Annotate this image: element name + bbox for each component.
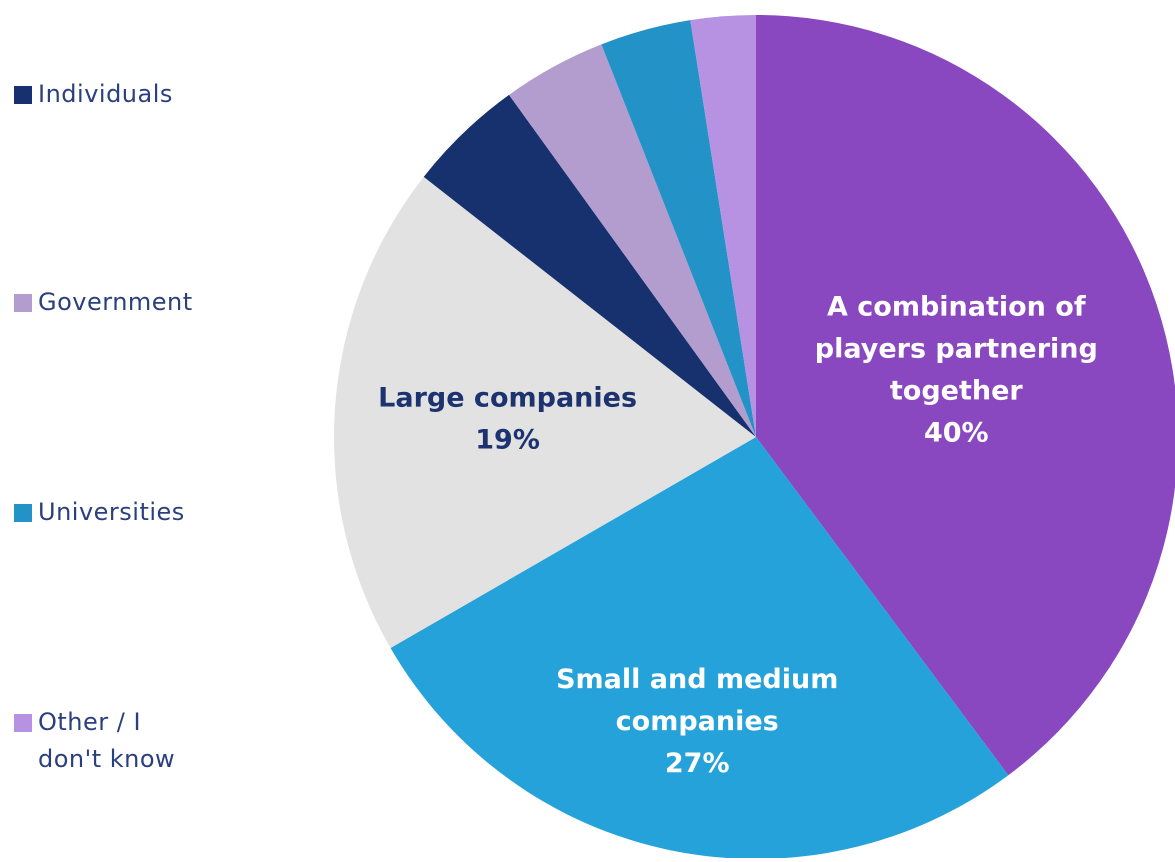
legend-swatch-universities <box>14 504 32 522</box>
legend-item-other: Other / I don't know <box>14 704 175 778</box>
pie-slice-large-companies <box>333 176 756 648</box>
slice-label-line-a-combination-of-players-partnering-together: A combination of <box>827 291 1086 322</box>
slice-label-large-companies: Large companies 19% <box>378 382 637 455</box>
legend-item-individuals: Individuals <box>14 76 173 113</box>
legend-swatch-other <box>14 714 32 732</box>
pie-slices <box>333 14 1175 859</box>
slice-value-small-and-medium-companies: 27% <box>665 748 730 779</box>
legend-label-individuals: Individuals <box>38 80 173 108</box>
slice-label-line-a-combination-of-players-partnering-together: together <box>890 375 1024 406</box>
pie-slice-labels: A combination of players partnering togeth… <box>378 291 1098 779</box>
legend-label-universities: Universities <box>38 498 185 526</box>
legend-swatch-government <box>14 294 32 312</box>
pie-slice-government <box>509 44 756 438</box>
legend-swatch-individuals <box>14 86 32 104</box>
slice-label-line-a-combination-of-players-partnering-together: players partnering <box>815 333 1098 364</box>
slice-label-a-combination-of-players-partnering-together: A combination of players partnering togeth… <box>815 291 1098 448</box>
legend-item-universities: Universities <box>14 494 185 531</box>
pie-slice-other-i-don-t-know <box>690 14 756 437</box>
pie-slice-individuals <box>423 94 756 437</box>
pie-slice-a-combination-of-players-partnering-together <box>756 15 1175 776</box>
slice-value-large-companies: 19% <box>475 424 540 455</box>
legend-item-government: Government <box>14 284 193 321</box>
legend-label-other: Other / I don't know <box>38 708 176 773</box>
slice-label-small-and-medium-companies: Small and medium companies 27% <box>556 664 838 779</box>
slice-label-line-small-and-medium-companies: companies <box>616 706 779 737</box>
pie-slice-small-and-medium-companies <box>390 437 1009 859</box>
slice-value-a-combination-of-players-partnering-together: 40% <box>924 417 989 448</box>
legend-label-government: Government <box>38 288 193 316</box>
slice-label-line-small-and-medium-companies: Small and medium <box>556 664 838 695</box>
pie-slice-universities <box>601 20 756 437</box>
slice-label-line-large-companies: Large companies <box>378 382 637 413</box>
